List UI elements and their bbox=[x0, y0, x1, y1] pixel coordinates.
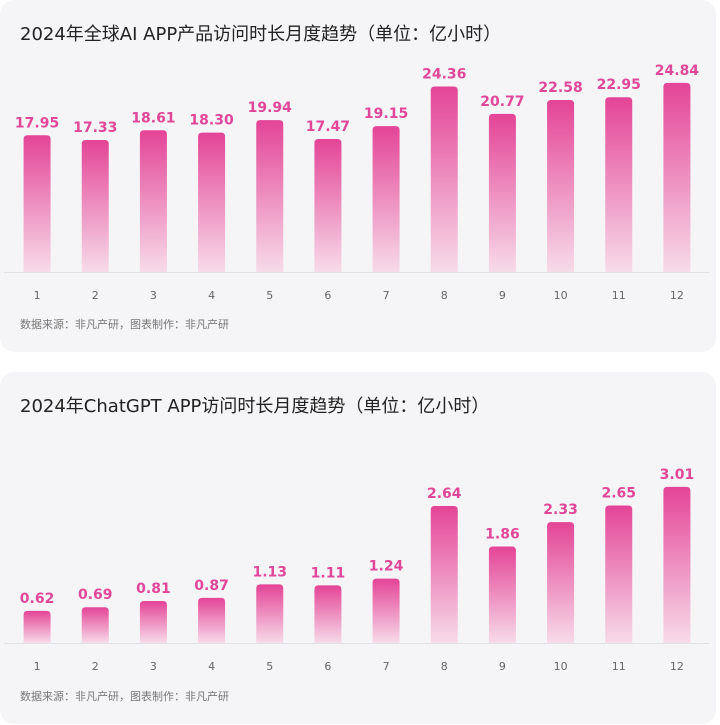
data-label-month-11: 2.65 bbox=[601, 486, 636, 502]
bar-month-3 bbox=[139, 600, 167, 643]
x-tick-label-9: 9 bbox=[499, 660, 506, 673]
chart-title: 2024年全球AI APP产品访问时长月度趋势（单位：亿小时） bbox=[20, 24, 502, 45]
bar-month-9 bbox=[488, 546, 516, 643]
data-label-month-12: 3.01 bbox=[660, 467, 695, 483]
bar-month-8 bbox=[430, 86, 458, 272]
bar-month-7 bbox=[372, 578, 400, 643]
bar-month-2 bbox=[81, 140, 109, 272]
bar-month-12 bbox=[663, 486, 691, 643]
bar-month-8 bbox=[430, 506, 458, 643]
data-label-month-6: 1.11 bbox=[311, 565, 346, 581]
x-tick-label-11: 11 bbox=[612, 660, 626, 673]
bar-month-1 bbox=[23, 610, 51, 643]
data-label-month-8: 24.36 bbox=[422, 66, 466, 82]
bar-month-11 bbox=[605, 97, 633, 272]
chart-card-global-ai: 2024年全球AI APP产品访问时长月度趋势（单位：亿小时） 17.95 1 17… bbox=[0, 0, 716, 352]
chart-card-chatgpt: 2024年ChatGPT APP访问时长月度趋势（单位：亿小时） 0.62 1 0.… bbox=[0, 372, 716, 724]
bar-chart-chatgpt: 0.62 1 0.69 2 0.81 3 0.87 4 1.13 5 1.11 6 1.24 7 2.64 8… bbox=[4, 467, 710, 673]
data-label-month-1: 17.95 bbox=[15, 115, 59, 131]
x-tick-label-1: 1 bbox=[34, 289, 41, 302]
data-label-month-9: 1.86 bbox=[485, 527, 520, 543]
x-tick-label-12: 12 bbox=[670, 289, 684, 302]
bar-month-9 bbox=[488, 113, 516, 272]
bar-month-5 bbox=[256, 584, 284, 643]
data-label-month-5: 1.13 bbox=[252, 564, 287, 580]
bar-month-10 bbox=[547, 522, 575, 643]
data-label-month-7: 19.15 bbox=[364, 106, 408, 122]
x-tick-label-7: 7 bbox=[383, 660, 390, 673]
bar-month-4 bbox=[198, 132, 226, 272]
data-label-month-5: 19.94 bbox=[248, 100, 293, 116]
data-label-month-10: 22.58 bbox=[538, 80, 582, 96]
bar-month-12 bbox=[663, 82, 691, 272]
bar-month-5 bbox=[256, 120, 284, 272]
data-label-month-3: 0.81 bbox=[136, 581, 171, 597]
x-tick-label-8: 8 bbox=[441, 660, 448, 673]
bar-month-4 bbox=[198, 597, 226, 643]
x-tick-label-7: 7 bbox=[383, 289, 390, 302]
data-label-month-10: 2.33 bbox=[543, 502, 578, 518]
x-tick-label-11: 11 bbox=[612, 289, 626, 302]
data-label-month-7: 1.24 bbox=[369, 559, 404, 575]
data-label-month-4: 0.87 bbox=[194, 578, 229, 594]
bar-month-1 bbox=[23, 135, 51, 272]
data-label-month-12: 24.84 bbox=[655, 63, 700, 79]
x-tick-label-10: 10 bbox=[554, 289, 568, 302]
bar-month-10 bbox=[547, 100, 575, 272]
bar-month-3 bbox=[139, 130, 167, 272]
x-tick-label-2: 2 bbox=[92, 660, 99, 673]
x-tick-label-8: 8 bbox=[441, 289, 448, 302]
x-tick-label-12: 12 bbox=[670, 660, 684, 673]
x-tick-label-3: 3 bbox=[150, 660, 157, 673]
data-label-month-9: 20.77 bbox=[480, 94, 524, 110]
x-tick-label-4: 4 bbox=[208, 289, 215, 302]
data-label-month-3: 18.61 bbox=[131, 110, 175, 126]
x-tick-label-10: 10 bbox=[554, 660, 568, 673]
data-label-month-1: 0.62 bbox=[20, 591, 55, 607]
data-label-month-11: 22.95 bbox=[597, 77, 641, 93]
x-tick-label-1: 1 bbox=[34, 660, 41, 673]
bar-month-6 bbox=[314, 585, 342, 643]
data-label-month-2: 0.69 bbox=[78, 587, 113, 603]
x-tick-label-6: 6 bbox=[324, 289, 331, 302]
data-label-month-4: 18.30 bbox=[189, 113, 234, 129]
bar-month-7 bbox=[372, 126, 400, 273]
bar-month-2 bbox=[81, 607, 109, 643]
bar-month-11 bbox=[605, 505, 633, 643]
data-label-month-2: 17.33 bbox=[73, 120, 117, 136]
x-tick-label-3: 3 bbox=[150, 289, 157, 302]
x-tick-label-2: 2 bbox=[92, 289, 99, 302]
bar-chart-global-ai: 17.95 1 17.33 2 18.61 3 18.30 4 19.94 5 17.47 6 19.1… bbox=[4, 63, 710, 302]
x-tick-label-5: 5 bbox=[266, 660, 273, 673]
data-label-month-8: 2.64 bbox=[427, 486, 462, 502]
chart-title: 2024年ChatGPT APP访问时长月度趋势（单位：亿小时） bbox=[20, 396, 490, 417]
data-label-month-6: 17.47 bbox=[306, 119, 350, 135]
data-source-note: 数据来源：非凡产研，图表制作：非凡产研 bbox=[20, 318, 229, 331]
x-tick-label-6: 6 bbox=[324, 660, 331, 673]
x-tick-label-9: 9 bbox=[499, 289, 506, 302]
data-source-note: 数据来源：非凡产研，图表制作：非凡产研 bbox=[20, 690, 229, 703]
x-tick-label-4: 4 bbox=[208, 660, 215, 673]
x-tick-label-5: 5 bbox=[266, 289, 273, 302]
bar-month-6 bbox=[314, 138, 342, 272]
